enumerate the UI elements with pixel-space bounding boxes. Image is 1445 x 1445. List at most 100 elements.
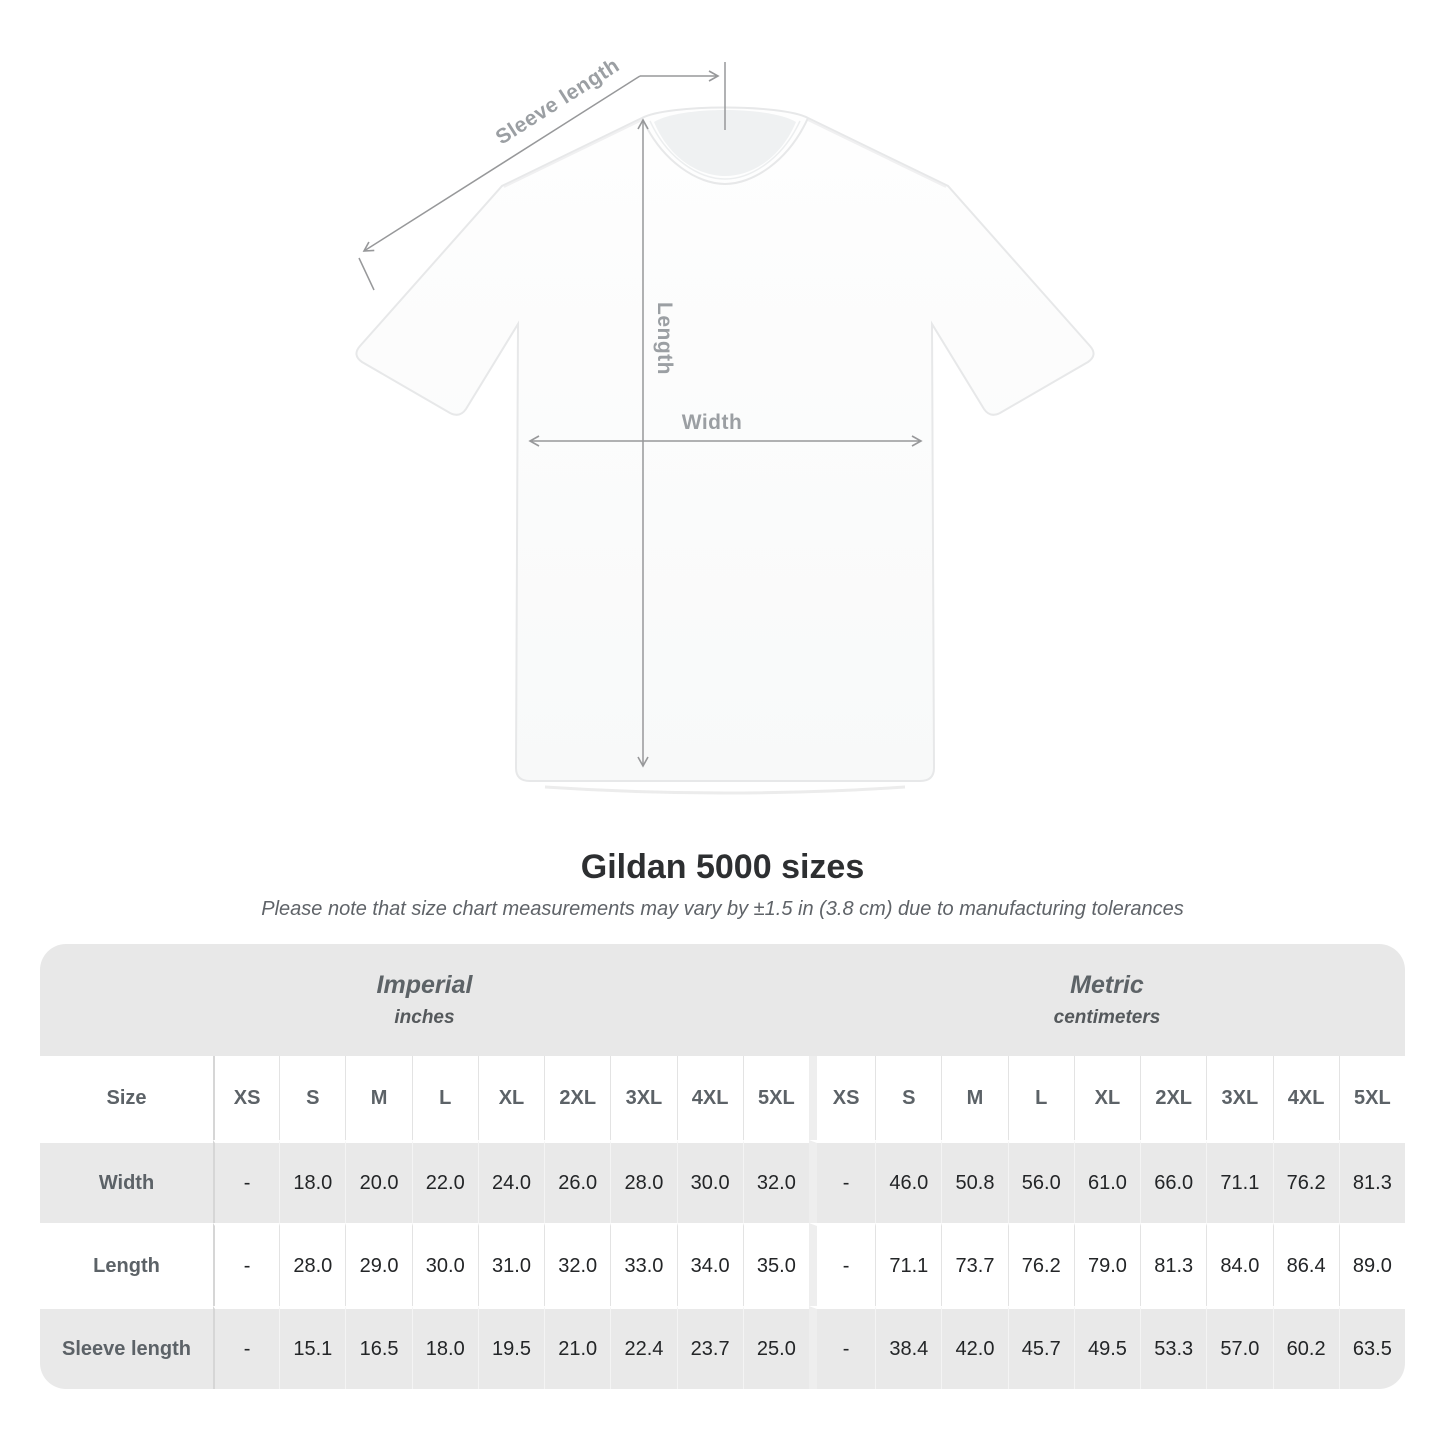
measurement-value: 56.0 xyxy=(1007,1140,1074,1223)
size-col-header: 4XL xyxy=(676,1056,743,1140)
table-row: Sleeve length -15.1 16.5 18.0 19.5 21.0 22.4 23… xyxy=(40,1306,1405,1389)
measurement-value: - xyxy=(213,1306,280,1389)
collar-band-outer xyxy=(641,117,809,186)
size-col-header: L xyxy=(411,1056,478,1140)
measurement-value: 22.0 xyxy=(411,1140,478,1223)
size-column-label: Size xyxy=(40,1056,213,1140)
measurement-value: 19.5 xyxy=(477,1306,545,1389)
measurement-value: 50.8 xyxy=(941,1140,1008,1223)
size-col-header: M xyxy=(941,1056,1008,1140)
measurement-value: 76.2 xyxy=(1007,1223,1074,1306)
tolerance-note: Please note that size chart measurements… xyxy=(261,898,1184,920)
imperial-header: Imperial inches xyxy=(40,944,809,1056)
size-col-header: 3XL xyxy=(610,1056,677,1140)
unit-system-header-row: Imperial inches Metric centimeters xyxy=(40,944,1405,1056)
tshirt-illustration xyxy=(355,62,1095,795)
table-row: Width -18.0 20.0 22.0 24.0 26.0 28.0 30.0 32.0-4… xyxy=(40,1140,1405,1223)
metric-header: Metric centimeters xyxy=(808,944,1405,1056)
tshirt-measurement-figure: Sleeve length Length Width xyxy=(355,54,1095,795)
measurement-value: 46.0 xyxy=(875,1140,942,1223)
imperial-unit: inches xyxy=(394,1007,455,1028)
measurement-value: 29.0 xyxy=(345,1223,412,1306)
measurement-value: 21.0 xyxy=(544,1306,611,1389)
measurement-value: 66.0 xyxy=(1140,1140,1207,1223)
measurement-value: 28.0 xyxy=(610,1140,677,1223)
size-col-header: 2XL xyxy=(1140,1056,1207,1140)
collar-opening xyxy=(654,110,796,176)
size-col-header: L xyxy=(1007,1056,1074,1140)
measurement-value: 84.0 xyxy=(1206,1223,1273,1306)
measurement-value: 22.4 xyxy=(610,1306,677,1389)
measurement-value: 20.0 xyxy=(345,1140,412,1223)
measurement-value: 30.0 xyxy=(411,1223,478,1306)
page-title: Gildan 5000 sizes xyxy=(580,848,865,886)
row-label: Length xyxy=(40,1223,213,1306)
size-col-header: 5XL xyxy=(1338,1056,1405,1140)
size-col-header: M xyxy=(345,1056,412,1140)
measurement-value: - xyxy=(808,1306,876,1389)
measurement-value: 86.4 xyxy=(1272,1223,1339,1306)
metric-unit: centimeters xyxy=(1053,1007,1161,1028)
measurement-value: 24.0 xyxy=(477,1140,545,1223)
measurement-value: 71.1 xyxy=(875,1223,942,1306)
shoulder-seam-left xyxy=(503,119,643,188)
measurement-value: 81.3 xyxy=(1338,1140,1405,1223)
row-label: Width xyxy=(40,1140,213,1223)
measurement-value: 32.0 xyxy=(544,1223,611,1306)
size-col-header: S xyxy=(875,1056,942,1140)
measurement-value: 42.0 xyxy=(941,1306,1008,1389)
size-col-header: XL xyxy=(477,1056,545,1140)
size-table: Imperial inches Metric centimeters Size X… xyxy=(40,944,1405,1389)
size-chart-table: Imperial inches Metric centimeters Size X… xyxy=(40,944,1405,1389)
tshirt-body xyxy=(355,106,1095,782)
length-label: Length xyxy=(653,302,676,375)
measurement-value: 61.0 xyxy=(1073,1140,1141,1223)
size-col-header: S xyxy=(279,1056,346,1140)
measurement-value: 30.0 xyxy=(676,1140,743,1223)
size-col-header: XS xyxy=(213,1056,280,1140)
measurement-value: 76.2 xyxy=(1272,1140,1339,1223)
measurement-value: 32.0 xyxy=(742,1140,809,1223)
size-col-header: XS xyxy=(808,1056,876,1140)
cuff-tick xyxy=(358,257,375,291)
metric-title: Metric xyxy=(1070,971,1144,999)
size-col-header: 5XL xyxy=(742,1056,809,1140)
measurement-value: 49.5 xyxy=(1073,1306,1141,1389)
table-row: Length -28.0 29.0 30.0 31.0 32.0 33.0 34.0 35.0-… xyxy=(40,1223,1405,1306)
size-col-header: 3XL xyxy=(1206,1056,1273,1140)
measurement-value: 18.0 xyxy=(279,1140,346,1223)
measurement-value: 79.0 xyxy=(1073,1223,1141,1306)
measurement-value: 34.0 xyxy=(676,1223,743,1306)
measurement-value: 33.0 xyxy=(610,1223,677,1306)
shoulder-seam-right xyxy=(807,119,947,188)
hem-shadow xyxy=(544,785,906,795)
measurement-value: - xyxy=(808,1223,876,1306)
measurement-value: - xyxy=(213,1140,280,1223)
collar-band-seam xyxy=(649,120,801,180)
measurement-value: 81.3 xyxy=(1140,1223,1207,1306)
size-col-header: 4XL xyxy=(1272,1056,1339,1140)
size-col-header: 2XL xyxy=(544,1056,611,1140)
measurement-value: 53.3 xyxy=(1140,1306,1207,1389)
imperial-title: Imperial xyxy=(376,971,473,999)
measurement-value: 35.0 xyxy=(742,1223,809,1306)
measurement-value: 71.1 xyxy=(1206,1140,1273,1223)
sleeve-length-arrow xyxy=(362,75,641,252)
measurement-value: 45.7 xyxy=(1007,1306,1074,1389)
measurement-value: - xyxy=(213,1223,280,1306)
measurement-value: 60.2 xyxy=(1272,1306,1339,1389)
measurement-value: - xyxy=(808,1140,876,1223)
measurement-value: 57.0 xyxy=(1206,1306,1273,1389)
measurement-value: 16.5 xyxy=(345,1306,412,1389)
row-label: Sleeve length xyxy=(40,1306,213,1389)
size-col-header: XL xyxy=(1073,1056,1141,1140)
measurement-value: 26.0 xyxy=(544,1140,611,1223)
measurement-value: 73.7 xyxy=(941,1223,1008,1306)
measurement-value: 25.0 xyxy=(742,1306,809,1389)
measurement-value: 15.1 xyxy=(279,1306,346,1389)
measurement-value: 23.7 xyxy=(676,1306,743,1389)
width-label: Width xyxy=(681,411,743,434)
measurement-value: 31.0 xyxy=(477,1223,545,1306)
measurement-value: 38.4 xyxy=(875,1306,942,1389)
